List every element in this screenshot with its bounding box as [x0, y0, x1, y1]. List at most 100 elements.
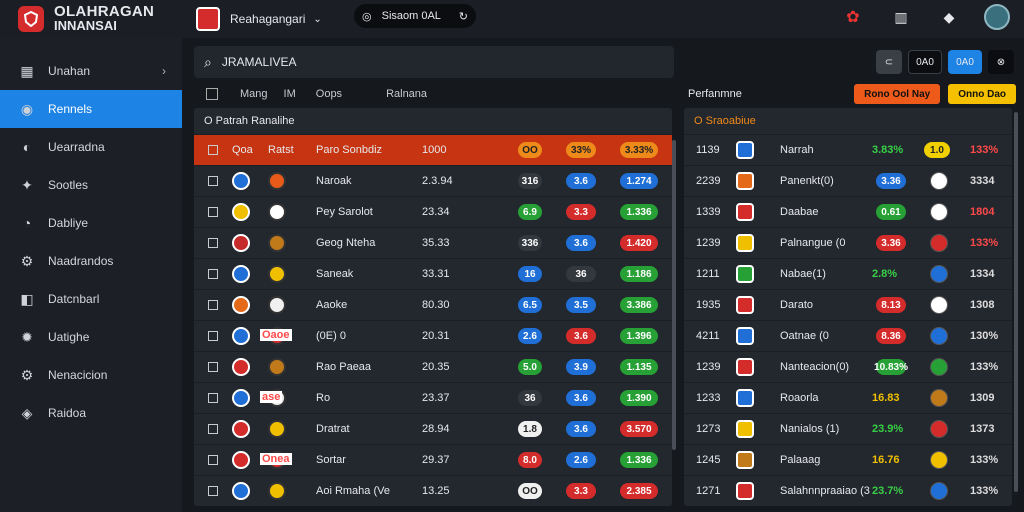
team-name[interactable]: Panenkt(0)	[780, 175, 834, 187]
team-name[interactable]: Nabae(1)	[780, 268, 826, 280]
table-row[interactable]: Rao Paeaa 20.35 5.0 3.9 1.135	[194, 351, 672, 382]
stat-value: 2.8%	[872, 268, 898, 280]
team-name[interactable]: (0E) 0	[316, 330, 346, 342]
row-checkbox[interactable]	[208, 424, 218, 434]
col-header[interactable]: Mang	[240, 88, 268, 100]
left-scrollbar[interactable]	[672, 140, 676, 450]
filter-red-button[interactable]: Rono Ool Nay	[854, 84, 941, 104]
sidebar-item[interactable]: ◔ Dabliye	[0, 204, 182, 242]
team-value: 35.33	[422, 237, 450, 249]
table-row[interactable]: 4211 Oatnae (0 8.36 130%	[684, 320, 1012, 351]
sidebar-item[interactable]: ◐ Uearradna	[0, 128, 182, 166]
select-all-checkbox[interactable]	[206, 88, 218, 100]
team-name[interactable]: Darato	[780, 299, 814, 311]
team-value: 23.34	[422, 206, 450, 218]
table-row[interactable]: Oaoe (0E) 0 20.31 2.6 3.6 1.396	[194, 320, 672, 351]
col-header[interactable]: IM	[283, 88, 296, 100]
row-checkbox[interactable]	[208, 486, 218, 496]
team-name[interactable]: Naroak	[316, 175, 352, 187]
table-row[interactable]: 1239 Palnangue (0 3.36 133%	[684, 227, 1012, 258]
sidebar-item[interactable]: ✹ Uatighe	[0, 318, 182, 356]
stat-badge: 1.274	[620, 173, 658, 189]
filter-toggle-button[interactable]: ⊂	[876, 50, 902, 74]
team-name[interactable]: Nanialos (1)	[780, 423, 840, 435]
table-row[interactable]: Dratrat 28.94 1.8 3.6 3.570	[194, 413, 672, 444]
row-checkbox[interactable]	[208, 362, 218, 372]
team-name[interactable]: Aaoke	[316, 299, 348, 311]
row-checkbox[interactable]	[208, 455, 218, 465]
col-header[interactable]: Ralnana	[386, 88, 428, 100]
table-row[interactable]: 1339 Daabae 0.61 1804	[684, 196, 1012, 227]
filter-a-button[interactable]: 0A0	[908, 50, 942, 74]
filter-b-button[interactable]: 0A0	[948, 50, 982, 74]
refresh-icon[interactable]: ↻	[458, 10, 468, 23]
table-row[interactable]: Naroak 2.3.94 316 3.6 1.274	[194, 165, 672, 196]
team-name[interactable]: Narrah	[780, 144, 814, 156]
team-name[interactable]: Oatnae (0	[780, 330, 829, 342]
table-row[interactable]: Aoi Rmaha (Ve 13.25 OO 3.3 2.385	[194, 475, 672, 506]
table-row[interactable]: Pey Sarolot 23.34 6.9 3.3 1.336	[194, 196, 672, 227]
row-checkbox[interactable]	[208, 300, 218, 310]
notification-icon[interactable]: ◆	[943, 8, 955, 25]
table-row[interactable]: 2239 Panenkt(0) 3.36 3334	[684, 165, 1012, 196]
table-row[interactable]: Saneak 33.31 16 36 1.186	[194, 258, 672, 289]
table-row[interactable]: 1233 Roaorla 16.83 1309	[684, 382, 1012, 413]
right-scrollbar[interactable]	[1014, 112, 1018, 492]
flower-icon[interactable]: ✿	[846, 9, 860, 26]
team-name[interactable]: Paro Sonbdiz	[316, 144, 383, 156]
table-row[interactable]: 1239 Nanteacion(0) 10.83% 133%	[684, 351, 1012, 382]
sidebar-item[interactable]: ◧ Datcnbarl	[0, 280, 182, 318]
team-name[interactable]: Pey Sarolot	[316, 206, 373, 218]
table-row[interactable]: 1139 Narrah 3.83% 1.0 133%	[684, 134, 1012, 165]
sidebar-item[interactable]: ◉ Rennels	[0, 90, 182, 128]
filter-yellow-button[interactable]: Onno Dao	[948, 84, 1016, 104]
team-name[interactable]: Saneak	[316, 268, 354, 280]
row-checkbox[interactable]	[208, 238, 218, 248]
building-icon[interactable]: ▥	[894, 8, 908, 25]
table-row[interactable]: 1271 Salahnnpraaiao (3 23.7% 133%	[684, 475, 1012, 506]
row-checkbox[interactable]	[208, 176, 218, 186]
table-row[interactable]: ase Ro 23.37 36 3.6 1.390	[194, 382, 672, 413]
team-name[interactable]: Salahnnpraaiao (3	[780, 485, 870, 497]
row-checkbox[interactable]	[208, 207, 218, 217]
sidebar-item[interactable]: ⚙ Naadrandos	[0, 242, 182, 280]
avatar[interactable]	[984, 4, 1010, 30]
team-name[interactable]: Rao Paeaa	[316, 361, 372, 373]
team-name[interactable]: Aoi Rmaha (Ve	[316, 485, 390, 497]
table-row[interactable]: 1245 Palaaag 16.76 133%	[684, 444, 1012, 475]
search-input[interactable]: ⌕ JRAMALIVEA	[194, 46, 674, 78]
sidebar-item[interactable]: ⚙ Nenacicion	[0, 356, 182, 394]
row-checkbox[interactable]	[208, 393, 218, 403]
team-name[interactable]: Ro	[316, 392, 331, 404]
row-checkbox[interactable]	[208, 145, 218, 155]
table-row[interactable]: Aaoke 80.30 6.5 3.5 3.386	[194, 289, 672, 320]
table-row[interactable]: Onea Sortar 29.37 8.0 2.6 1.336	[194, 444, 672, 475]
team-name[interactable]: Roaorla	[780, 392, 819, 404]
stat-badge: 1.186	[620, 266, 658, 282]
team-name[interactable]: Palnangue (0	[780, 237, 846, 249]
breadcrumb[interactable]: Reahagangari ⌄	[196, 7, 322, 31]
sidebar-item[interactable]: ◈ Raidoa	[0, 394, 182, 432]
close-icon[interactable]: ⊗	[988, 50, 1014, 74]
team-name[interactable]: Dratrat	[316, 423, 350, 435]
top-search[interactable]: ◎ Sisaom 0AL ↻	[354, 4, 476, 28]
table-row[interactable]: 1211 Nabae(1) 2.8% 1334	[684, 258, 1012, 289]
sidebar-item[interactable]: ▦ Unahan ›	[0, 52, 182, 90]
team-name[interactable]: Daabae	[780, 206, 819, 218]
table-row[interactable]: Qoa Ratst Paro Sonbdiz 1000 OO 33% 3.33%	[194, 134, 672, 165]
stat-badge: 3.9	[566, 359, 596, 375]
team-name[interactable]: Nanteacion(0)	[780, 361, 850, 373]
col-header[interactable]: Oops	[315, 88, 343, 100]
table-row[interactable]: 1273 Nanialos (1) 23.9% 1373	[684, 413, 1012, 444]
sidebar-item[interactable]: ✦ Sootles	[0, 166, 182, 204]
team-name[interactable]: Sortar	[316, 454, 346, 466]
team-name[interactable]: Geog Nteha	[316, 237, 376, 249]
row-checkbox[interactable]	[208, 331, 218, 341]
team-crest-icon	[232, 265, 250, 283]
table-row[interactable]: Geog Nteha 35.33 336 3.6 1.420	[194, 227, 672, 258]
row-checkbox[interactable]	[208, 269, 218, 279]
team-name[interactable]: Palaaag	[780, 454, 821, 466]
team-crest-icon	[232, 482, 250, 500]
brand-logo[interactable]: OLAHRAGAN INNANSAI	[0, 4, 182, 33]
table-row[interactable]: 1935 Darato 8.13 1308	[684, 289, 1012, 320]
